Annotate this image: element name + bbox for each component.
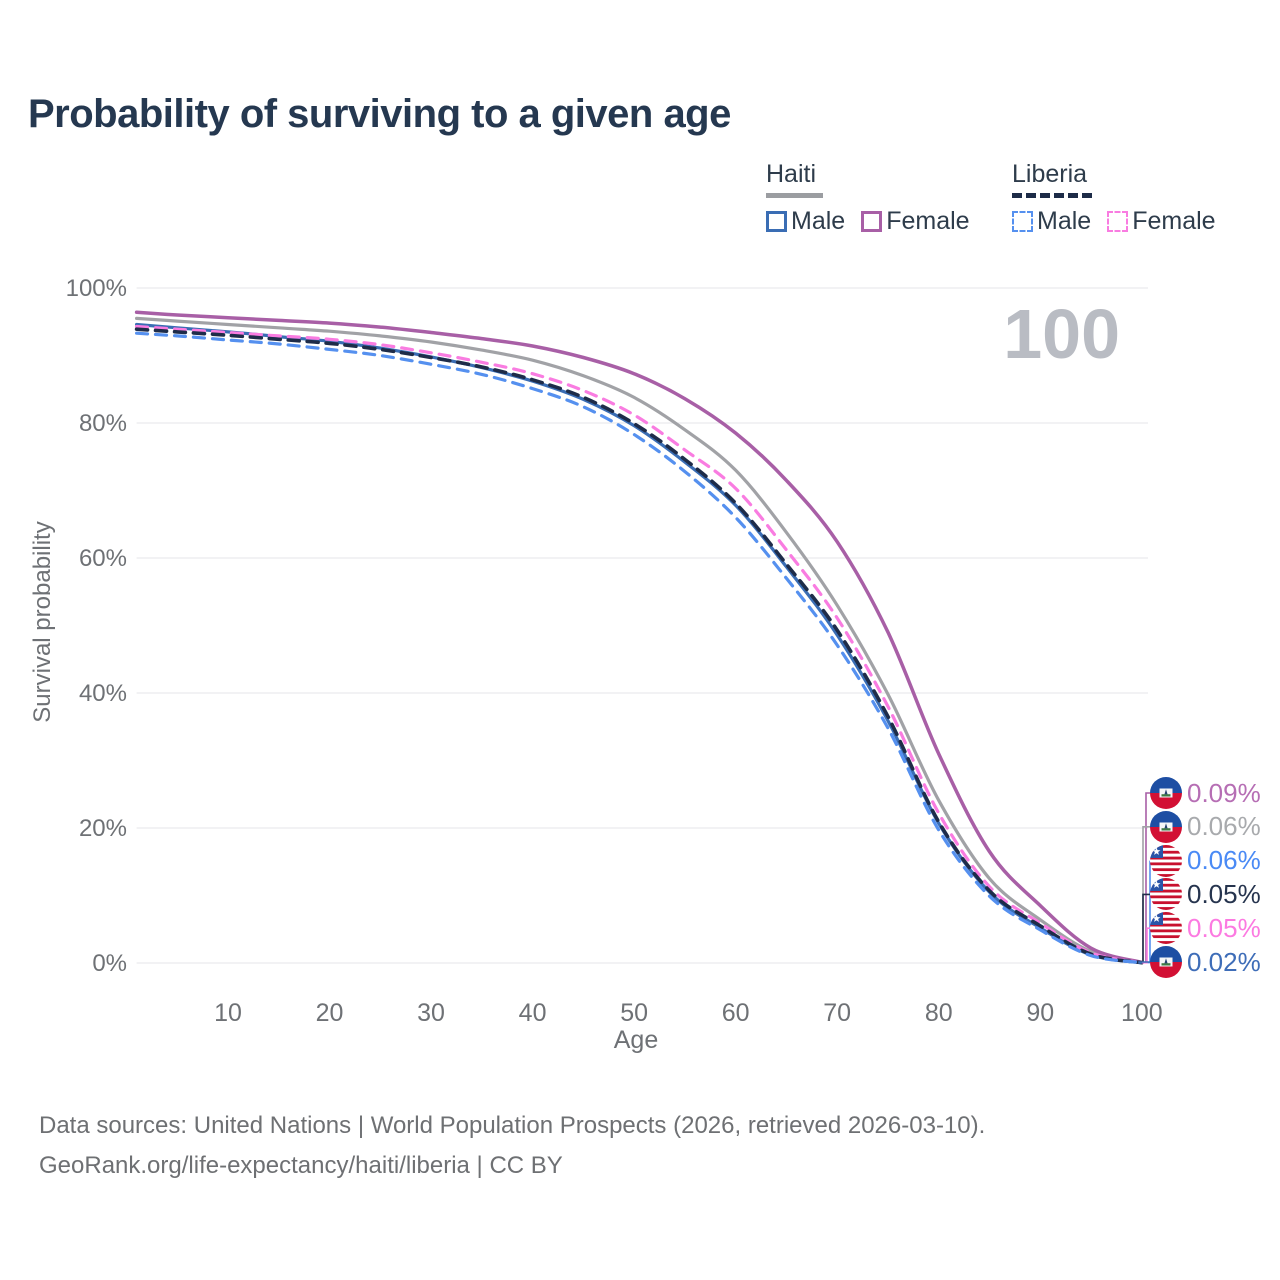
haiti-flag-icon — [1150, 946, 1182, 978]
y-tick-label-80: 80% — [79, 410, 127, 437]
page-title: Probability of surviving to a given age — [28, 92, 731, 136]
legend-haiti-male-label: Male — [791, 207, 846, 235]
curve-haiti_total — [135, 316, 1144, 965]
curve-haiti_male — [135, 322, 1144, 965]
x-tick-label-40: 40 — [519, 999, 547, 1027]
legend-haiti-female-label: Female — [886, 207, 970, 235]
curve-liberia_female — [135, 324, 1144, 965]
end-label-value-liberia_male: 0.06% — [1187, 845, 1261, 876]
end-label-liberia_male: 0.06% — [1150, 844, 1261, 877]
end-label-value-haiti_total: 0.06% — [1187, 811, 1261, 842]
haiti-flag-icon — [1150, 777, 1182, 809]
curve-haiti_female — [134, 310, 1144, 965]
end-label-value-liberia_female: 0.05% — [1187, 912, 1261, 943]
liberia-female-swatch-icon — [1107, 211, 1129, 232]
liberia-flag-icon — [1150, 844, 1182, 877]
x-tick-label-10: 10 — [214, 999, 242, 1027]
legend-liberia-title: Liberia — [1012, 160, 1088, 188]
x-tick-label-70: 70 — [823, 999, 851, 1027]
end-label-haiti_female: 0.09% — [1150, 777, 1261, 809]
liberia-male-swatch-icon — [1012, 211, 1033, 232]
curve-liberia_male — [135, 331, 1144, 965]
legend-liberia-male-label: Male — [1037, 207, 1092, 235]
y-tick-label-40: 40% — [79, 680, 127, 707]
y-tick-label-60: 60% — [79, 545, 127, 572]
y-tick-label-0: 0% — [92, 950, 127, 977]
legend-group-haiti: Haiti Male Female — [766, 160, 970, 236]
end-label-value-haiti_female: 0.09% — [1187, 777, 1261, 808]
haiti-flag-icon — [1150, 810, 1182, 843]
haiti-male-swatch-icon — [766, 211, 787, 232]
legend-haiti-title: Haiti — [766, 160, 817, 188]
curve-liberia_total — [134, 327, 1144, 965]
legend-liberia-female-label: Female — [1132, 207, 1216, 235]
legend-item-haiti-male[interactable]: Male — [766, 207, 845, 236]
end-label-liberia_female: 0.05% — [1150, 912, 1261, 945]
liberia-flag-icon — [1150, 912, 1182, 945]
x-tick-label-50: 50 — [620, 999, 648, 1027]
leader-line-haiti_male — [1138, 961, 1150, 964]
end-label-liberia_total: 0.05% — [1150, 878, 1261, 911]
legend-item-liberia-male[interactable]: Male — [1012, 207, 1091, 236]
footer-data-sources: Data sources: United Nations | World Pop… — [39, 1112, 986, 1139]
footer-attribution: Data sources: United Nations | World Pop… — [39, 1106, 1189, 1186]
y-axis-title: Survival probability — [29, 521, 56, 723]
x-tick-label-20: 20 — [316, 999, 344, 1027]
x-tick-label-30: 30 — [417, 999, 445, 1027]
liberia-flag-icon — [1150, 878, 1182, 911]
liberia-dashed-line-sample — [1012, 193, 1092, 198]
y-tick-label-100: 100% — [66, 275, 127, 302]
chart-legend: Haiti Male Female Liberia Male Female — [0, 160, 1280, 240]
x-tick-label-100: 100 — [1121, 999, 1163, 1027]
haiti-solid-line-sample — [766, 193, 823, 198]
x-axis-title: Age — [613, 1026, 659, 1054]
y-tick-label-20: 20% — [79, 815, 127, 842]
haiti-female-swatch-icon — [861, 211, 883, 232]
end-label-haiti_male: 0.02% — [1150, 946, 1261, 978]
x-tick-label-90: 90 — [1026, 999, 1054, 1027]
legend-item-liberia-female[interactable]: Female — [1107, 207, 1216, 236]
x-tick-label-60: 60 — [722, 999, 750, 1027]
end-label-value-haiti_male: 0.02% — [1187, 946, 1261, 977]
x-tick-label-80: 80 — [925, 999, 953, 1027]
footer-url-license: GeoRank.org/life-expectancy/haiti/liberi… — [39, 1152, 563, 1179]
legend-item-haiti-female[interactable]: Female — [861, 207, 970, 236]
age-counter-watermark: 100 — [1003, 295, 1120, 373]
end-label-haiti_total: 0.06% — [1150, 810, 1261, 843]
end-label-value-liberia_total: 0.05% — [1187, 878, 1261, 909]
legend-group-liberia: Liberia Male Female — [1012, 160, 1216, 236]
